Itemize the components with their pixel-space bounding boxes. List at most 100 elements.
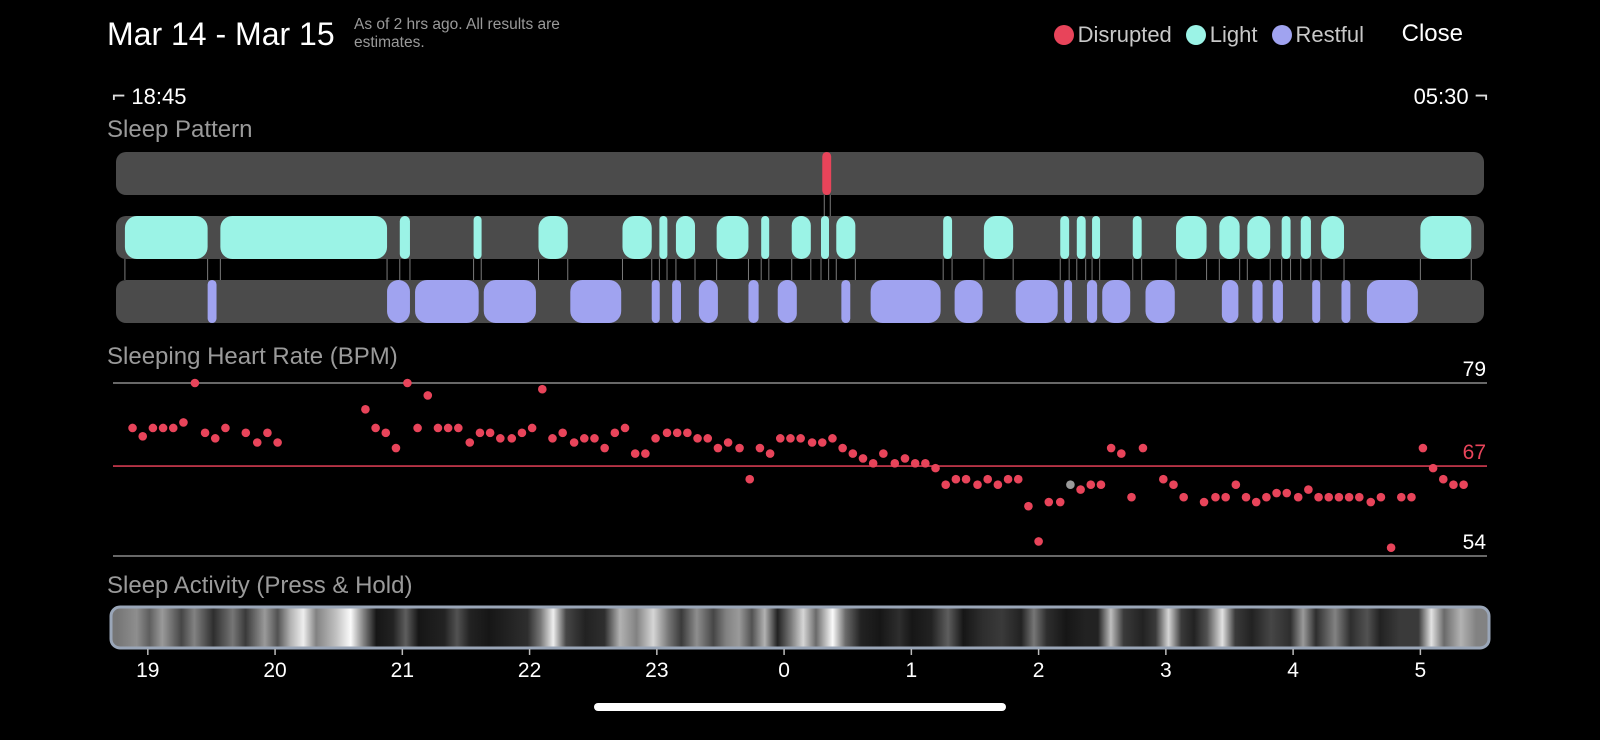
hr-point [1407,492,1416,502]
hr-point [1117,449,1126,458]
hr-point [807,438,817,447]
pattern-segment-light [1076,216,1086,259]
hr-point [755,443,765,453]
hr-point [200,428,210,438]
hr-point [538,384,547,394]
end-bracket-icon: ¬ [1474,85,1488,110]
hr-point [931,463,940,473]
activity-tick-label: 3 [1160,659,1172,682]
hr-point [1344,492,1354,502]
activity-tick-label: 20 [263,659,286,682]
hr-point [1096,480,1106,490]
hr-point [403,378,412,388]
legend-dot-light [1185,25,1206,45]
hr-reference-label-54: 54 [1463,531,1487,554]
hr-point [890,458,900,468]
hr-point [838,443,847,453]
hr-point [1159,474,1168,484]
status-note: As of 2 hrs ago. All results are estimat… [354,16,560,51]
pattern-segment-restful [777,280,797,323]
hr-point [527,423,537,433]
pattern-segment-restful [672,280,682,323]
hr-point [1003,474,1013,484]
hr-point [775,434,785,443]
heart-rate-heading: Sleeping Heart Rate (BPM) [107,343,398,370]
activity-tick-label: 0 [778,659,790,682]
hr-point [496,434,505,443]
pattern-segment-restful [870,280,941,323]
hr-point [558,428,567,438]
pattern-segment-light [675,216,696,259]
hr-point [713,443,723,453]
sleep-pattern-chart[interactable] [0,145,1600,335]
hr-point [1272,488,1281,498]
hr-point [900,454,910,463]
hr-point [941,480,951,490]
pattern-segment-light [983,216,1014,259]
hr-point [1293,492,1303,502]
legend-dot-disrupted [1053,25,1074,45]
home-indicator[interactable] [594,703,1006,711]
pattern-segment-light [1176,216,1207,259]
legend-item-restful: Restful [1271,22,1364,48]
hr-point [858,454,868,463]
hr-point [1449,480,1458,490]
hr-point [485,428,495,438]
hr-point [641,449,650,458]
legend-item-disrupted: Disrupted [1053,22,1172,48]
hr-point [1013,474,1023,484]
pattern-segment-restful [1221,280,1239,323]
activity-heading: Sleep Activity (Press & Hold) [107,572,413,599]
hr-point [1199,497,1209,507]
pattern-track-disrupted [116,152,1484,195]
hr-point [381,428,391,438]
pattern-segment-restful [954,280,983,323]
hr-point [879,449,888,458]
hr-point [273,438,282,447]
start-time-label: 18:45 [131,84,187,109]
hr-point [252,438,262,447]
pattern-segment-light [1247,216,1271,259]
hr-point [190,378,200,388]
hr-point [817,438,827,447]
activity-tick-label: 4 [1287,659,1299,682]
hr-point [465,438,475,447]
hr-point [951,474,961,484]
pattern-segment-restful [570,280,622,323]
pattern-segment-light [473,216,482,259]
pattern-segment-light [1281,216,1291,259]
hr-point [765,449,775,458]
hr-point [391,443,401,453]
pattern-segment-light [622,216,652,259]
hr-point [433,423,443,433]
hr-point [983,474,993,484]
legend-label-disrupted: Disrupted [1077,22,1172,47]
hr-point [1282,488,1292,498]
hr-point [993,480,1003,490]
hr-point [548,434,557,443]
hr-point [1211,492,1220,502]
activity-tick-label: 5 [1415,659,1427,682]
sleep-activity-strip[interactable]: 19 20 21 22 23 0 1 2 3 4 5 [0,605,1600,695]
pattern-segment-light [1060,216,1070,259]
hr-point [423,391,433,400]
pattern-segment-restful [207,280,217,323]
hr-reference-label-67: 67 [1463,441,1486,464]
hr-point [651,434,660,443]
legend: Disrupted Light Restful [1053,22,1364,48]
sleep-pattern-heading: Sleep Pattern [107,116,253,143]
activity-tick-label: 1 [906,659,918,682]
hr-point [620,423,630,433]
activity-tick-label: 19 [136,659,159,682]
pattern-segment-light [659,216,668,259]
hr-point [1438,474,1448,484]
close-button[interactable]: Close [1401,20,1463,47]
pattern-segment-restful [1366,280,1418,323]
hr-point [1055,497,1065,507]
hr-point [1428,463,1438,473]
heart-rate-chart[interactable]: 79 67 54 [0,355,1600,575]
hr-point [745,474,755,484]
hr-point [693,434,702,443]
hr-point [179,418,188,427]
pattern-segment-light [836,216,856,259]
